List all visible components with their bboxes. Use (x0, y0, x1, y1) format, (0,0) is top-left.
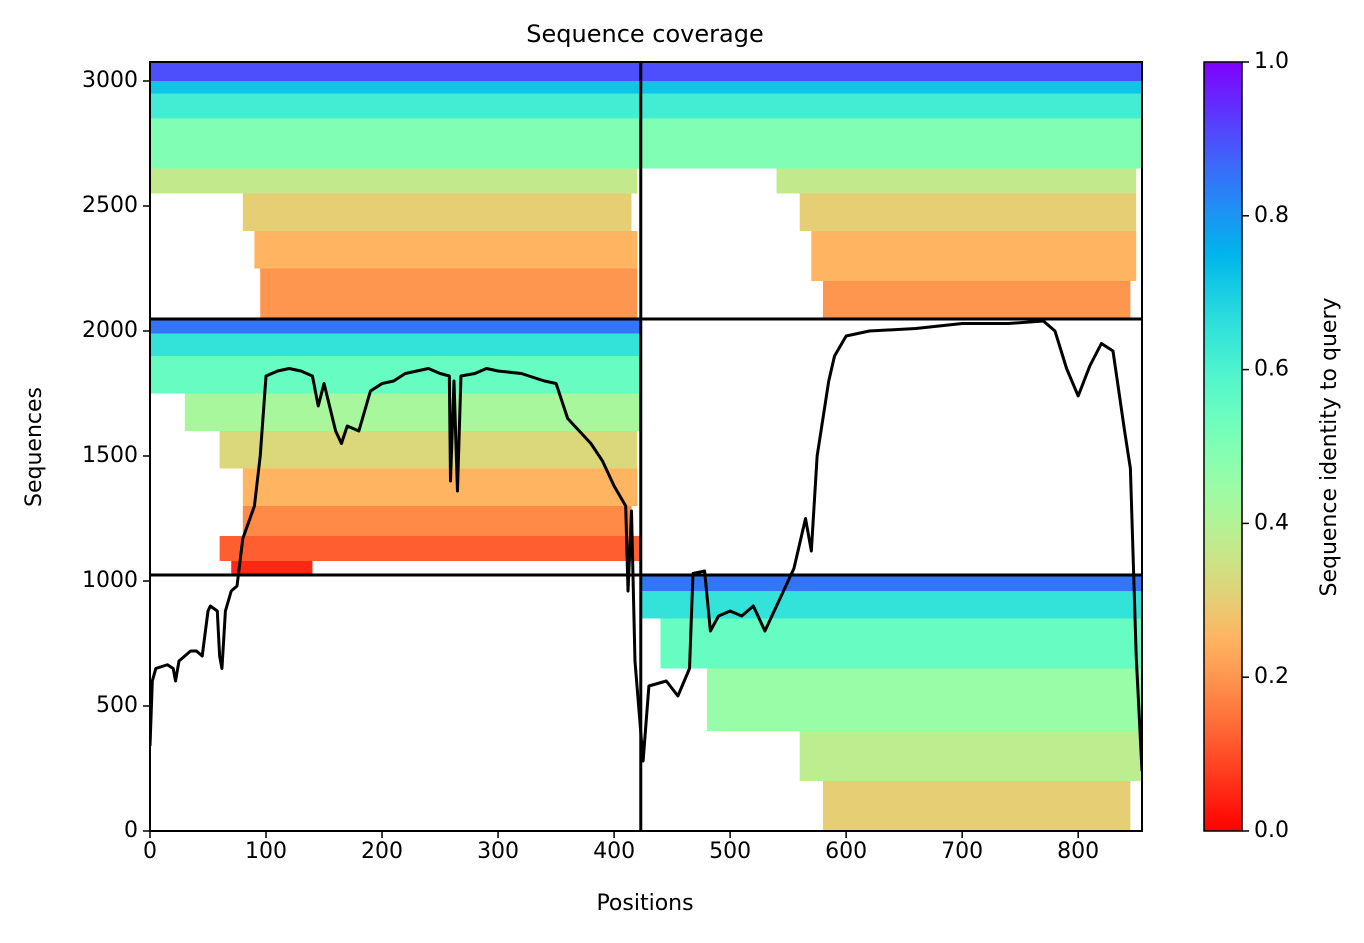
x-tick-label: 200 (361, 839, 403, 864)
x-tick-label: 800 (1057, 839, 1099, 864)
identity-band (150, 356, 641, 394)
x-tick-label: 300 (477, 839, 519, 864)
identity-band (150, 93, 641, 119)
identity-band (640, 118, 1142, 169)
colorbar (1203, 61, 1243, 832)
identity-band (640, 62, 1142, 81)
y-tick-label: 1000 (82, 568, 138, 593)
x-tick-label: 100 (245, 839, 287, 864)
x-tick-label: 600 (825, 839, 867, 864)
identity-band (150, 319, 641, 334)
y-tick-label: 2500 (82, 193, 138, 218)
y-tick-label: 1500 (82, 443, 138, 468)
identity-band (150, 81, 641, 94)
identity-band (640, 81, 1142, 94)
colorbar-tick-label: 0.8 (1254, 203, 1289, 228)
identity-band (640, 575, 1142, 591)
identity-band (799, 731, 1142, 781)
coverage-line (150, 319, 1142, 772)
x-tick-label: 700 (941, 839, 983, 864)
identity-band (150, 62, 641, 81)
identity-band (219, 431, 638, 469)
y-axis-label: Sequences (22, 387, 47, 507)
identity-band (219, 536, 641, 561)
y-tick-label: 0 (124, 818, 138, 843)
y-tick-label: 500 (96, 693, 138, 718)
identity-band (242, 468, 638, 506)
identity-band (150, 118, 641, 169)
colorbar-tick-label: 0.6 (1254, 357, 1289, 382)
identity-band (260, 268, 638, 319)
colorbar-tick-label: 0.2 (1254, 664, 1289, 689)
colorbar-tick-label: 1.0 (1254, 49, 1289, 74)
identity-band (640, 93, 1142, 119)
chart-title: Sequence coverage (526, 20, 763, 48)
heatmap (150, 62, 1142, 831)
colorbar-label: Sequence identity to query (1317, 297, 1342, 596)
identity-band (660, 618, 1142, 669)
identity-band (822, 281, 1131, 319)
x-axis-label: Positions (596, 891, 693, 916)
x-tick-label: 400 (593, 839, 635, 864)
x-tick-label: 500 (709, 839, 751, 864)
identity-band (242, 506, 632, 536)
identity-band (640, 591, 1142, 619)
identity-band (231, 561, 313, 575)
identity-band (150, 333, 641, 356)
y-tick-label: 3000 (82, 68, 138, 93)
y-tick-label: 2000 (82, 318, 138, 343)
colorbar-tick-label: 0.0 (1254, 818, 1289, 843)
plot-frame (149, 61, 1143, 832)
identity-band (799, 193, 1137, 231)
x-tick-label: 0 (143, 839, 157, 864)
identity-band (254, 231, 638, 269)
identity-band (242, 193, 632, 231)
identity-band (706, 668, 1142, 731)
identity-band (150, 168, 638, 194)
colorbar-tick-label: 0.4 (1254, 510, 1289, 535)
identity-band (822, 781, 1131, 831)
identity-band (811, 231, 1137, 281)
identity-band (776, 168, 1137, 194)
